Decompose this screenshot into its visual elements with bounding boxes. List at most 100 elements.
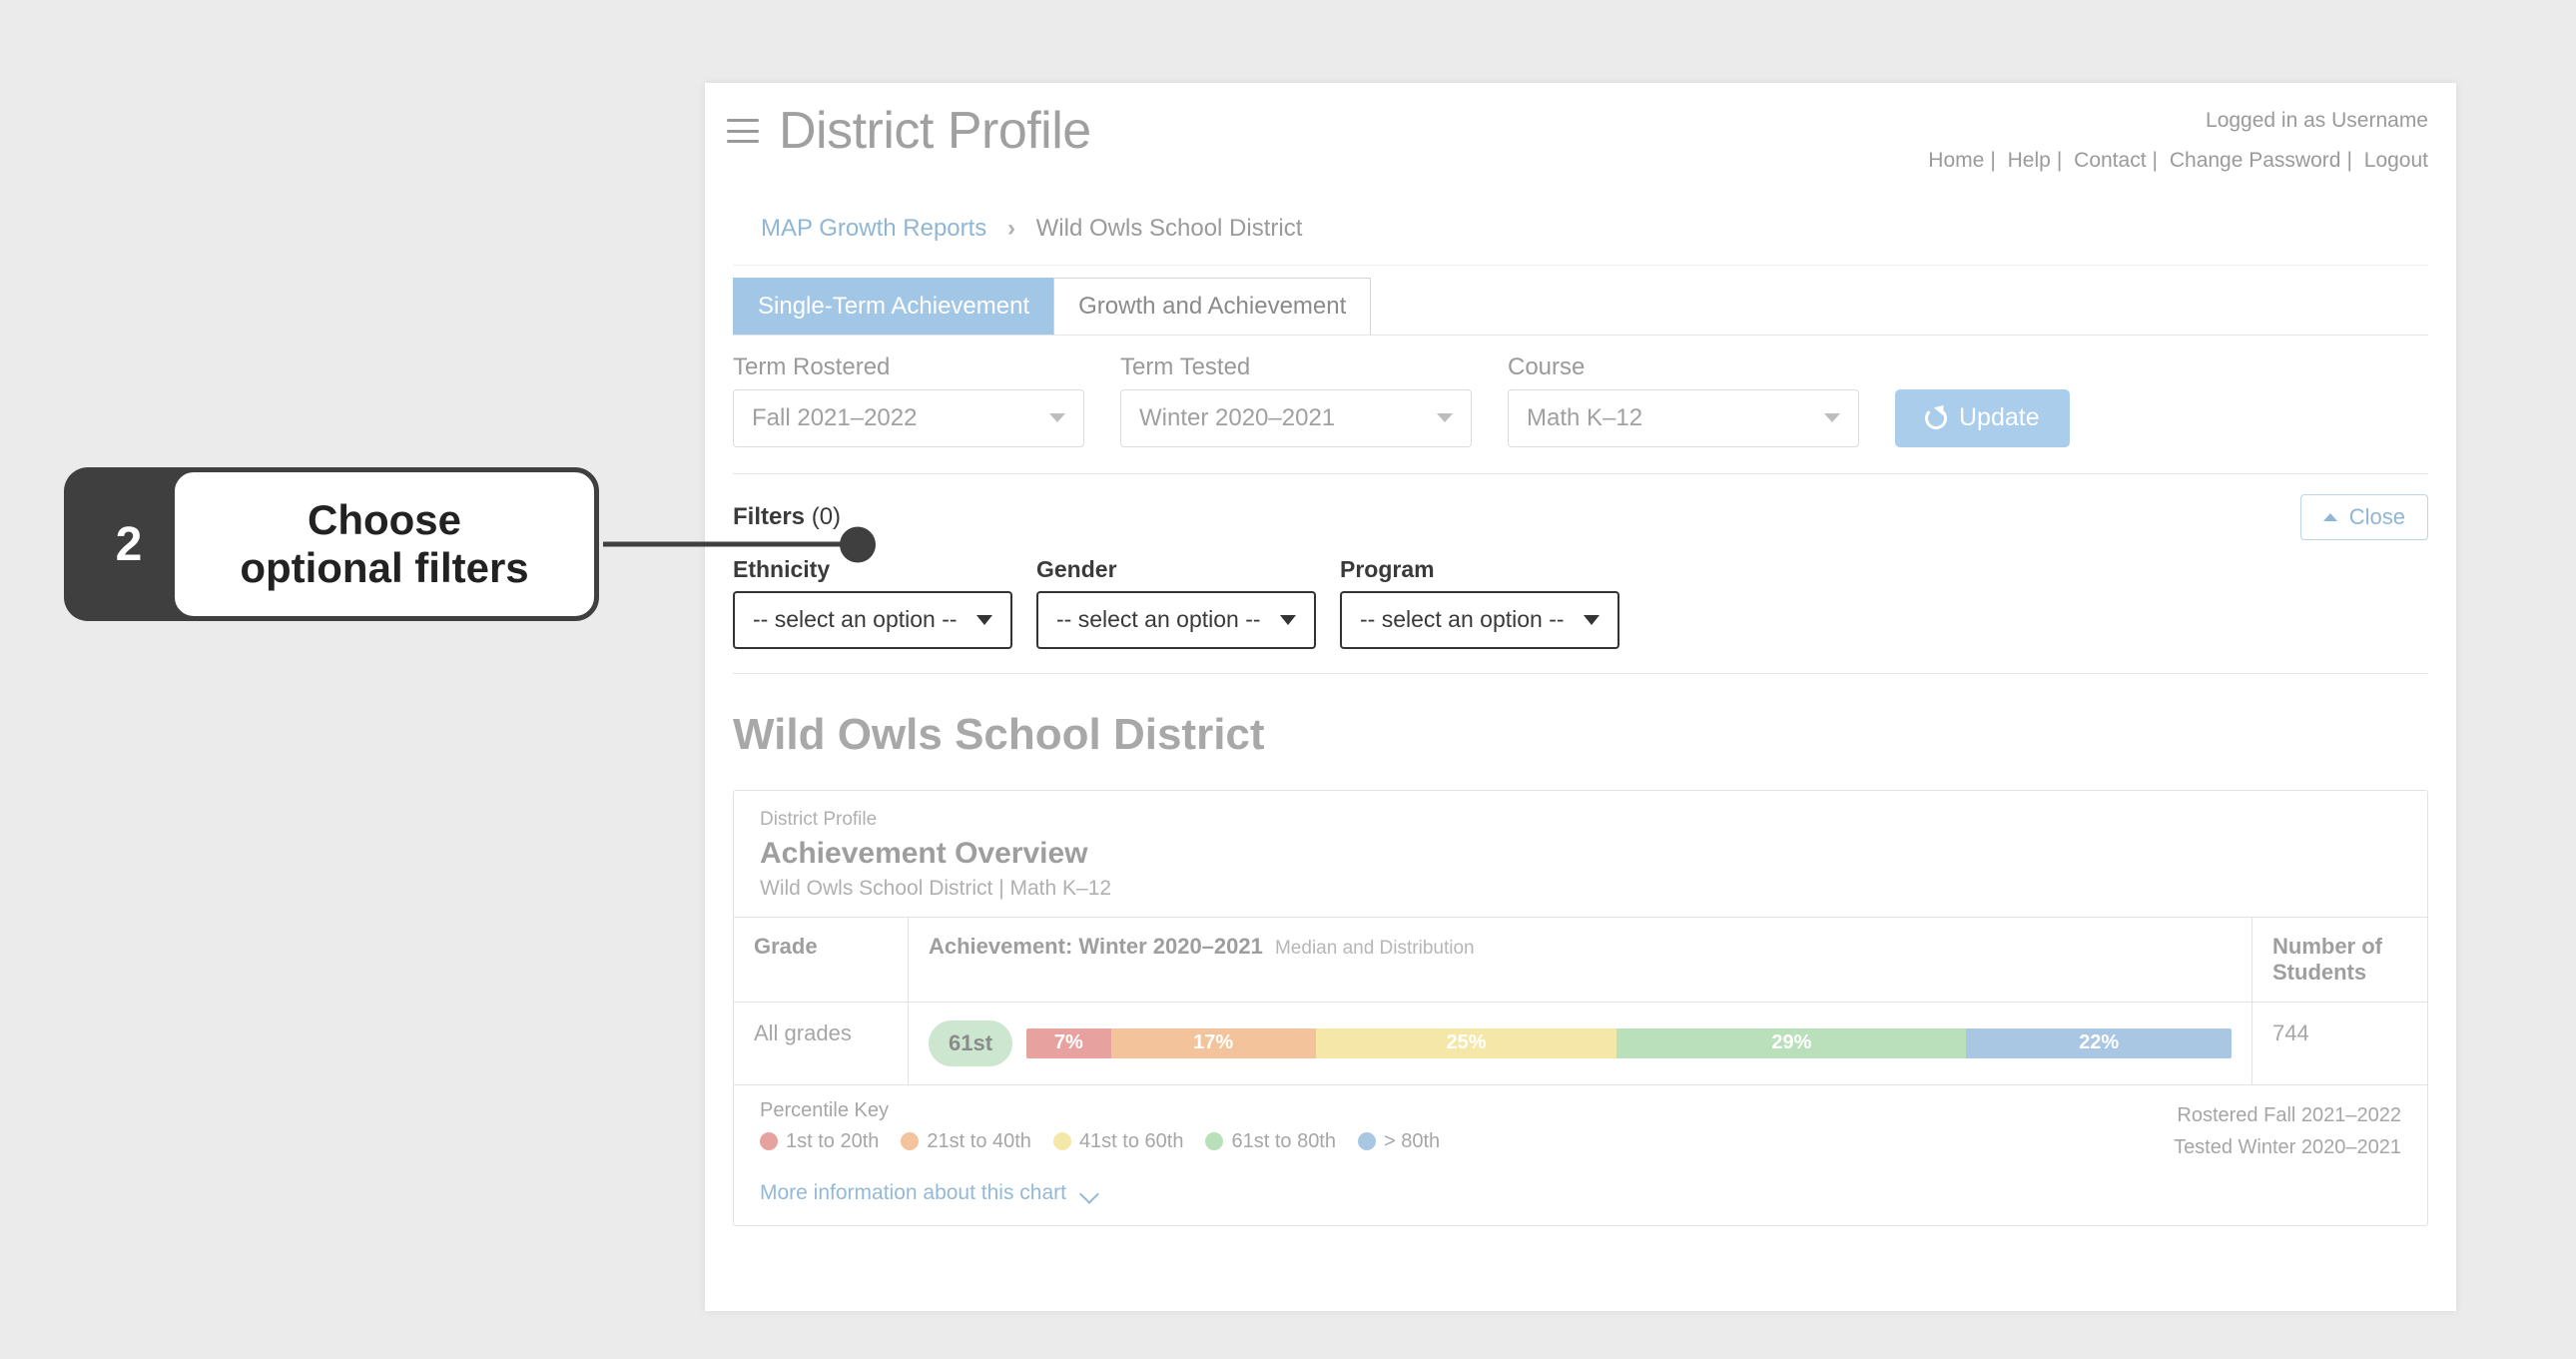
chevron-up-icon: [2323, 513, 2337, 521]
term-tested-value: Winter 2020–2021: [1139, 404, 1335, 432]
page-header: District Profile Logged in as Username H…: [705, 83, 2456, 191]
ethnicity-select[interactable]: -- select an option --: [733, 591, 1012, 649]
header-user-area: Logged in as Username Home| Help| Contac…: [1928, 101, 2428, 181]
distribution-segment: 22%: [1966, 1028, 2232, 1058]
update-button-label: Update: [1959, 403, 2040, 432]
breadcrumb-current: Wild Owls School District: [1036, 215, 1303, 242]
tab-single-term[interactable]: Single-Term Achievement: [733, 278, 1054, 335]
term-tested-select[interactable]: Winter 2020–2021: [1120, 389, 1472, 447]
ethnicity-label: Ethnicity: [733, 556, 1012, 583]
percentile-key-item: 61st to 80th: [1205, 1130, 1336, 1153]
card-footer-right: Rostered Fall 2021–2022 Tested Winter 20…: [2174, 1099, 2401, 1163]
tab-bar: Single-Term Achievement Growth and Achie…: [733, 266, 2428, 336]
chevron-right-icon: ›: [1007, 215, 1015, 242]
more-info-label: More information about this chart: [760, 1181, 1066, 1204]
cell-achievement: 61st 7%17%25%29%22%: [909, 1003, 2253, 1084]
chevron-down-icon: [1280, 615, 1296, 625]
chevron-down-icon: [1584, 615, 1600, 625]
percentile-key-items: 1st to 20th 21st to 40th 41st to 60th 61st …: [760, 1130, 1440, 1153]
chevron-down-icon: [1437, 413, 1453, 422]
percentile-key-item: 1st to 20th: [760, 1130, 879, 1153]
step-line1: Choose: [203, 496, 566, 544]
ethnicity-placeholder: -- select an option --: [753, 606, 958, 633]
col-achievement-sub: Median and Distribution: [1275, 938, 1475, 959]
distribution-segment: 25%: [1316, 1028, 1617, 1058]
table-head: Grade Achievement: Winter 2020–2021 Medi…: [734, 917, 2427, 1003]
distribution-segment: 17%: [1111, 1028, 1316, 1058]
term-rostered-value: Fall 2021–2022: [752, 404, 917, 432]
distribution-segment: 7%: [1026, 1028, 1110, 1058]
key-dot-icon: [901, 1132, 919, 1150]
menu-icon[interactable]: [727, 119, 759, 143]
gender-group: Gender -- select an option --: [1036, 556, 1316, 649]
footer-rostered: Rostered Fall 2021–2022: [2174, 1099, 2401, 1131]
more-info-link[interactable]: More information about this chart: [760, 1181, 1096, 1204]
percentile-pill: 61st: [929, 1020, 1012, 1066]
breadcrumb: MAP Growth Reports › Wild Owls School Di…: [733, 191, 2428, 266]
key-dot-icon: [1053, 1132, 1071, 1150]
col-achievement-main: Achievement: Winter 2020–2021: [929, 934, 1263, 959]
link-contact[interactable]: Contact: [2074, 149, 2146, 172]
chevron-down-icon: [1049, 413, 1065, 422]
more-info-row: More information about this chart: [734, 1181, 2427, 1225]
breadcrumb-root[interactable]: MAP Growth Reports: [761, 215, 986, 242]
ethnicity-group: Ethnicity -- select an option --: [733, 556, 1012, 649]
link-home[interactable]: Home: [1928, 149, 1984, 172]
table-row: All grades 61st 7%17%25%29%22% 744: [734, 1003, 2427, 1085]
percentile-key: Percentile Key 1st to 20th 21st to 40th 41…: [760, 1099, 1440, 1163]
header-links: Home| Help| Contact| Change Password| Lo…: [1928, 141, 2428, 181]
filters-label-text: Filters: [733, 503, 805, 530]
filters-section: Filters (0) Close Ethnicity -- select an…: [733, 474, 2428, 674]
col-achievement: Achievement: Winter 2020–2021 Median and…: [909, 918, 2253, 1002]
course-label: Course: [1508, 353, 1859, 381]
chevron-down-icon: [976, 615, 992, 625]
card-section-label: District Profile: [760, 809, 2401, 831]
percentile-key-item: > 80th: [1358, 1130, 1440, 1153]
filters-head: Filters (0) Close: [733, 494, 2428, 540]
link-logout[interactable]: Logout: [2364, 149, 2428, 172]
logged-in-text: Logged in as Username: [1928, 101, 2428, 141]
tab-growth-achievement[interactable]: Growth and Achievement: [1053, 278, 1371, 335]
program-group: Program -- select an option --: [1340, 556, 1619, 649]
percentile-key-title: Percentile Key: [760, 1099, 1440, 1122]
card-subtitle: Wild Owls School District | Math K–12: [760, 877, 2401, 901]
key-dot-icon: [1205, 1132, 1223, 1150]
distribution-segment: 29%: [1616, 1028, 1966, 1058]
district-heading: Wild Owls School District: [733, 710, 2428, 760]
term-selectors: Term Rostered Fall 2021–2022 Term Tested…: [733, 336, 2428, 474]
program-select[interactable]: -- select an option --: [1340, 591, 1619, 649]
gender-label: Gender: [1036, 556, 1316, 583]
program-label: Program: [1340, 556, 1619, 583]
page-title: District Profile: [779, 101, 1091, 161]
filters-count: (0): [812, 503, 841, 530]
percentile-key-item: 41st to 60th: [1053, 1130, 1184, 1153]
link-change-password[interactable]: Change Password: [2170, 149, 2341, 172]
card-footer: Percentile Key 1st to 20th 21st to 40th 41…: [734, 1085, 2427, 1181]
filter-row: Ethnicity -- select an option -- Gender …: [733, 556, 2428, 649]
gender-select[interactable]: -- select an option --: [1036, 591, 1316, 649]
step-text-box: Choose optional filters: [170, 467, 599, 621]
program-placeholder: -- select an option --: [1360, 606, 1565, 633]
course-select[interactable]: Math K–12: [1508, 389, 1859, 447]
chevron-down-icon: [1082, 1183, 1096, 1207]
key-dot-icon: [1358, 1132, 1376, 1150]
chevron-down-icon: [1824, 413, 1840, 422]
step-callout: 2 Choose optional filters: [64, 467, 599, 621]
filters-close-button[interactable]: Close: [2300, 494, 2428, 540]
term-rostered-group: Term Rostered Fall 2021–2022: [733, 353, 1084, 447]
card-head: District Profile Achievement Overview Wi…: [734, 791, 2427, 917]
title-row: District Profile: [727, 101, 1091, 161]
content-area: MAP Growth Reports › Wild Owls School Di…: [705, 191, 2456, 1226]
col-students: Number of Students: [2253, 918, 2427, 1002]
term-tested-label: Term Tested: [1120, 353, 1472, 381]
update-button[interactable]: Update: [1895, 389, 2070, 447]
link-help[interactable]: Help: [2008, 149, 2051, 172]
cell-grade: All grades: [734, 1003, 909, 1084]
course-value: Math K–12: [1527, 404, 1642, 432]
cell-students: 744: [2253, 1003, 2427, 1084]
gender-placeholder: -- select an option --: [1056, 606, 1261, 633]
percentile-key-item: 21st to 40th: [901, 1130, 1031, 1153]
footer-tested: Tested Winter 2020–2021: [2174, 1131, 2401, 1163]
card-title: Achievement Overview: [760, 837, 2401, 871]
term-rostered-select[interactable]: Fall 2021–2022: [733, 389, 1084, 447]
